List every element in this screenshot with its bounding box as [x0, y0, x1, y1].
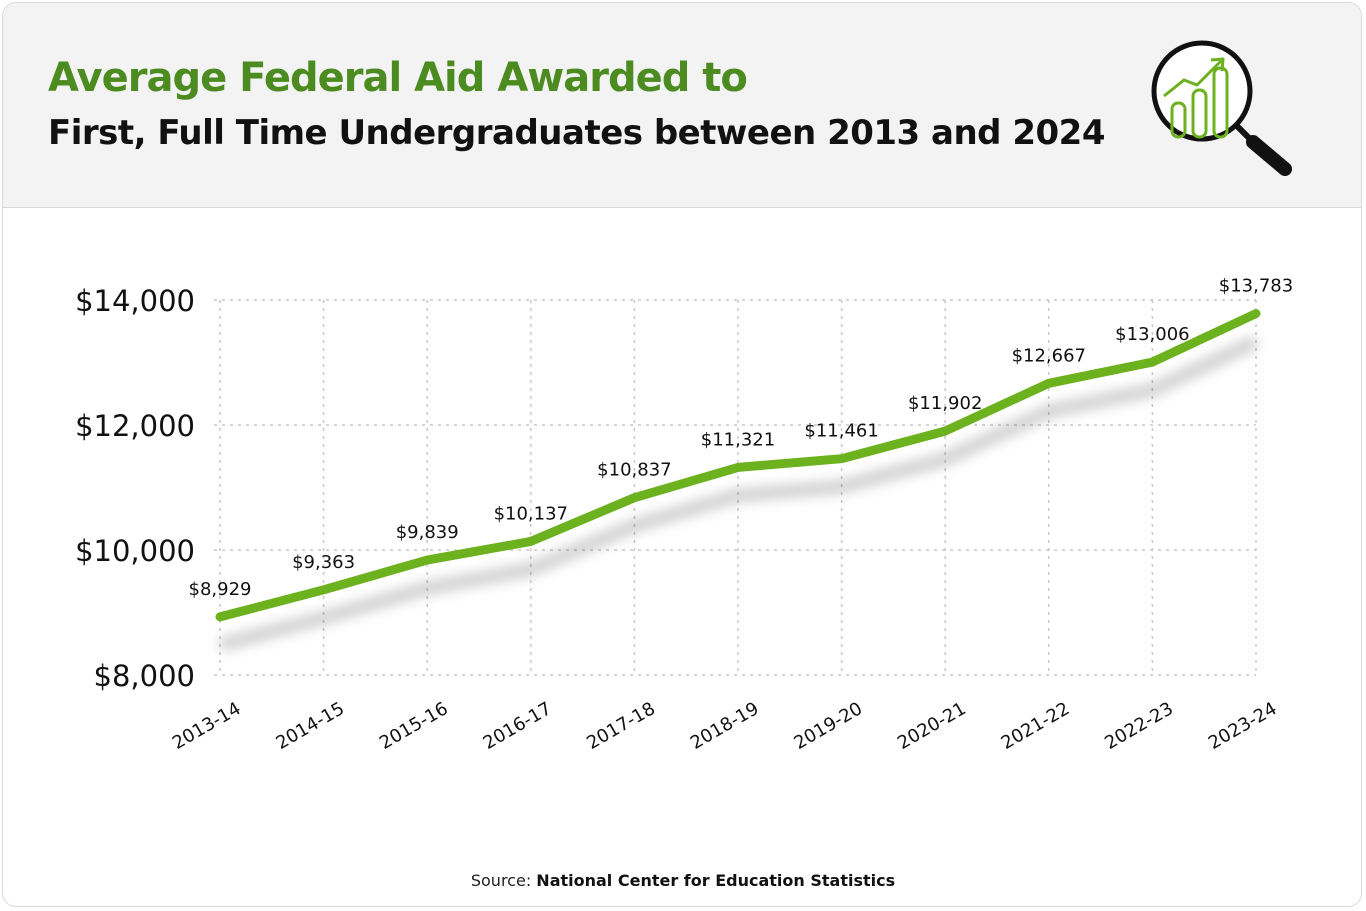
data-label: $13,783: [1219, 276, 1293, 297]
x-axis-tick-labels: 2013-14 2014-15 2015-16 2016-17 2017-18 2018-…: [169, 698, 1281, 754]
x-tick-label: 2014-15: [272, 698, 348, 754]
x-tick-label: 2021-22: [998, 698, 1074, 754]
data-label: $11,461: [804, 421, 878, 442]
y-tick-label: $14,000: [75, 284, 195, 318]
x-tick-label: 2015-16: [376, 698, 452, 754]
x-tick-label: 2023-24: [1205, 698, 1281, 754]
data-label: $10,137: [494, 503, 568, 524]
chart-subtitle: First, Full Time Undergraduates between …: [48, 113, 1105, 153]
data-label: $12,667: [1012, 345, 1086, 366]
y-tick-label: $10,000: [75, 534, 195, 568]
series-line: [215, 309, 1261, 622]
x-tick-label: 2013-14: [169, 698, 245, 754]
magnifier-bar-chart-icon: [1151, 40, 1292, 176]
x-tick-label: 2022-23: [1101, 698, 1177, 754]
grid-lines: [214, 299, 1257, 676]
data-label: $9,839: [396, 522, 459, 543]
series-line-shadow: [218, 335, 1259, 652]
x-tick-label: 2019-20: [790, 698, 866, 754]
data-label: $13,006: [1115, 324, 1189, 345]
x-tick-label: 2017-18: [583, 698, 659, 754]
y-tick-label: $12,000: [75, 409, 195, 443]
source-name: National Center for Education Statistics: [536, 871, 896, 890]
chart-title: Average Federal Aid Awarded to: [48, 55, 748, 101]
y-axis-tick-labels: $8,000 $10,000 $12,000 $14,000: [75, 284, 195, 693]
data-label: $10,837: [597, 460, 671, 481]
data-label: $9,363: [292, 552, 355, 573]
x-tick-label: 2018-19: [687, 698, 763, 754]
data-label: $11,321: [701, 429, 775, 450]
data-labels: $8,929 $9,363 $9,839 $10,137 $10,837 $11,321 $…: [189, 276, 1294, 600]
chart-header: Average Federal Aid Awarded to First, Fu…: [3, 3, 1361, 208]
x-tick-label: 2020-21: [894, 698, 970, 754]
source-note: Source: National Center for Education St…: [0, 871, 1366, 890]
data-label: $11,902: [908, 393, 982, 414]
y-tick-label: $8,000: [94, 659, 195, 693]
source-label: Source:: [470, 871, 532, 890]
data-label: $8,929: [189, 579, 252, 600]
x-tick-label: 2016-17: [480, 698, 556, 754]
